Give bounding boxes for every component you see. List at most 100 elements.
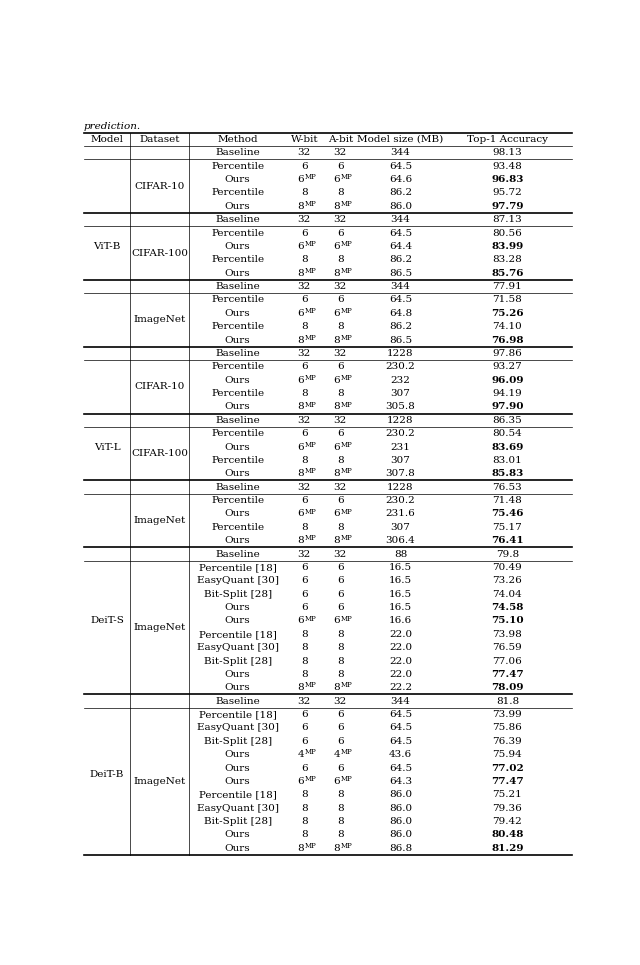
Text: 6: 6 [301, 576, 308, 586]
Text: 80.48: 80.48 [492, 831, 524, 840]
Text: 8: 8 [298, 202, 304, 210]
Text: 8: 8 [298, 336, 304, 345]
Text: Ours: Ours [225, 670, 250, 679]
Text: CIFAR-10: CIFAR-10 [134, 382, 185, 392]
Text: 307: 307 [390, 455, 410, 465]
Text: 22.0: 22.0 [389, 644, 412, 652]
Text: 8: 8 [301, 389, 308, 398]
Text: 8: 8 [333, 402, 340, 411]
Text: prediction.: prediction. [84, 122, 141, 131]
Text: Baseline: Baseline [215, 282, 260, 291]
Text: 83.28: 83.28 [493, 256, 522, 264]
Text: MP: MP [304, 400, 316, 408]
Text: MP: MP [340, 173, 352, 181]
Text: 16.5: 16.5 [389, 576, 412, 586]
Text: 8: 8 [301, 804, 308, 813]
Text: 79.42: 79.42 [493, 817, 522, 826]
Text: Ours: Ours [225, 202, 250, 210]
Text: 6: 6 [333, 617, 340, 625]
Text: 305.8: 305.8 [386, 402, 415, 411]
Text: Bit-Split [28]: Bit-Split [28] [204, 590, 272, 598]
Text: 64.5: 64.5 [389, 295, 412, 304]
Text: 6: 6 [337, 590, 344, 598]
Text: MP: MP [304, 373, 316, 382]
Text: 70.49: 70.49 [493, 563, 522, 572]
Text: Ours: Ours [225, 336, 250, 345]
Text: Bit-Split [28]: Bit-Split [28] [204, 656, 272, 666]
Text: 6: 6 [337, 362, 344, 372]
Text: 8: 8 [301, 790, 308, 799]
Text: 73.26: 73.26 [493, 576, 522, 586]
Text: MP: MP [340, 441, 352, 449]
Text: 81.8: 81.8 [496, 697, 519, 705]
Text: CIFAR-10: CIFAR-10 [134, 181, 185, 191]
Text: 6: 6 [337, 724, 344, 732]
Text: 86.2: 86.2 [389, 188, 412, 198]
Text: 6: 6 [337, 295, 344, 304]
Text: MP: MP [304, 240, 316, 248]
Text: ViT-B: ViT-B [93, 242, 121, 251]
Text: 73.99: 73.99 [493, 710, 522, 719]
Text: 6: 6 [337, 229, 344, 237]
Text: 97.86: 97.86 [493, 349, 522, 358]
Text: 6: 6 [301, 737, 308, 746]
Text: 75.94: 75.94 [493, 750, 522, 759]
Text: Ours: Ours [225, 763, 250, 773]
Text: 96.83: 96.83 [492, 175, 524, 184]
Text: CIFAR-100: CIFAR-100 [131, 249, 188, 258]
Text: Method: Method [218, 135, 258, 144]
Text: 8: 8 [337, 656, 344, 666]
Text: 83.99: 83.99 [492, 242, 524, 251]
Text: 86.0: 86.0 [389, 817, 412, 826]
Text: 86.0: 86.0 [389, 804, 412, 813]
Text: Percentile [18]: Percentile [18] [199, 563, 276, 572]
Text: 230.2: 230.2 [386, 362, 415, 372]
Text: 6: 6 [301, 763, 308, 773]
Text: 8: 8 [337, 188, 344, 198]
Text: 85.83: 85.83 [492, 469, 524, 479]
Text: 16.5: 16.5 [389, 563, 412, 572]
Text: 230.2: 230.2 [386, 429, 415, 438]
Text: 4: 4 [333, 750, 340, 759]
Text: 32: 32 [333, 697, 347, 705]
Text: 71.58: 71.58 [493, 295, 522, 304]
Text: 76.41: 76.41 [491, 537, 524, 545]
Text: 77.47: 77.47 [491, 777, 524, 786]
Text: MP: MP [340, 615, 352, 622]
Text: 8: 8 [301, 831, 308, 840]
Text: Ours: Ours [225, 603, 250, 612]
Text: 8: 8 [301, 644, 308, 652]
Text: 8: 8 [298, 537, 304, 545]
Text: 8: 8 [301, 455, 308, 465]
Text: MP: MP [304, 775, 316, 783]
Text: Percentile: Percentile [211, 389, 264, 398]
Text: 307: 307 [390, 523, 410, 532]
Text: 32: 32 [298, 482, 311, 492]
Text: 8: 8 [333, 537, 340, 545]
Text: Baseline: Baseline [215, 215, 260, 224]
Text: 86.8: 86.8 [389, 843, 412, 853]
Text: MP: MP [304, 467, 316, 476]
Text: 4: 4 [298, 750, 304, 759]
Text: 307.8: 307.8 [386, 469, 415, 479]
Text: 6: 6 [301, 603, 308, 612]
Text: 75.26: 75.26 [491, 309, 524, 317]
Text: 32: 32 [298, 149, 311, 157]
Text: MP: MP [340, 266, 352, 275]
Text: 6: 6 [301, 229, 308, 237]
Text: 8: 8 [337, 790, 344, 799]
Text: 6: 6 [337, 496, 344, 505]
Text: 231: 231 [390, 443, 410, 452]
Text: 1228: 1228 [387, 482, 413, 492]
Text: 8: 8 [301, 322, 308, 331]
Text: MP: MP [304, 841, 316, 850]
Text: MP: MP [304, 334, 316, 342]
Text: 64.5: 64.5 [389, 737, 412, 746]
Text: 96.09: 96.09 [491, 375, 524, 385]
Text: 6: 6 [298, 443, 304, 452]
Text: 8: 8 [337, 831, 344, 840]
Text: 32: 32 [333, 349, 347, 358]
Text: MP: MP [304, 681, 316, 689]
Text: 344: 344 [390, 697, 410, 705]
Text: Ours: Ours [225, 375, 250, 385]
